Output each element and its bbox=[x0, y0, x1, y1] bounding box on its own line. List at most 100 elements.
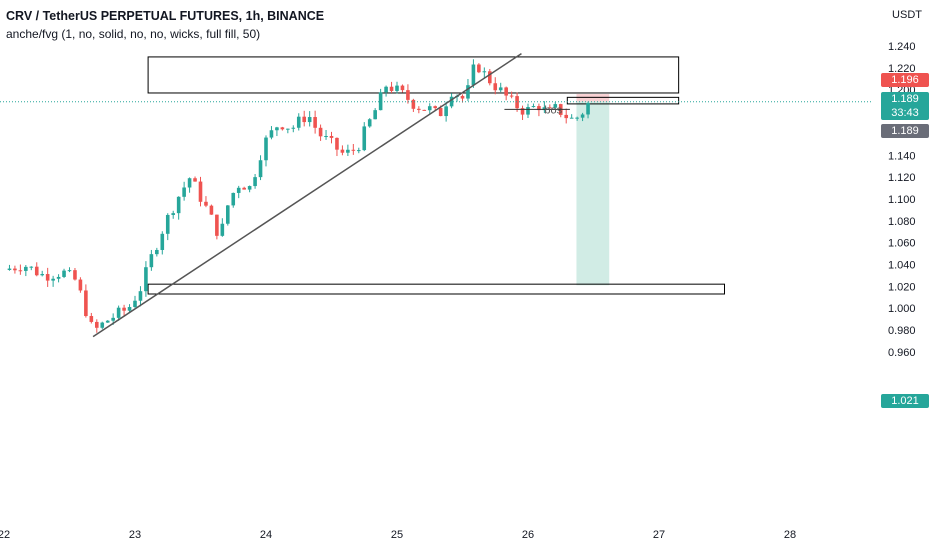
supply-zone-box bbox=[147, 56, 680, 94]
candle-up bbox=[127, 307, 132, 311]
candle-up bbox=[373, 110, 377, 120]
candle-up bbox=[498, 87, 503, 91]
overlay-layer bbox=[0, 53, 872, 338]
time-tick-label: 25 bbox=[391, 529, 403, 541]
candle-down bbox=[18, 270, 23, 272]
candle-down bbox=[13, 268, 17, 271]
time-axis[interactable]: 22 23 24 25 26 27 28 bbox=[0, 529, 796, 541]
price-tag-upper-level: 1.196 bbox=[881, 73, 929, 87]
indicator-legend[interactable]: anche/fvg (1, no, solid, no, no, wicks, … bbox=[6, 27, 261, 41]
candle-up bbox=[111, 317, 115, 321]
candle-up bbox=[253, 177, 257, 187]
candle-up bbox=[149, 254, 154, 268]
candle-up bbox=[286, 128, 290, 130]
candle-down bbox=[389, 86, 394, 91]
candle-up bbox=[116, 307, 121, 318]
candle-up bbox=[155, 249, 159, 255]
candle-down bbox=[406, 90, 410, 100]
candle-up bbox=[144, 267, 148, 292]
candle-down bbox=[318, 127, 323, 137]
candle-down bbox=[242, 187, 246, 190]
chart-title: CRV / TetherUS PERPETUAL FUTURES, 1h, BI… bbox=[6, 9, 325, 23]
candle-down bbox=[198, 181, 203, 202]
candle-down bbox=[34, 266, 39, 276]
candle-up bbox=[362, 126, 367, 151]
candle-up bbox=[553, 104, 558, 108]
candle-up bbox=[291, 127, 296, 129]
candle-up bbox=[449, 96, 454, 107]
candle-up bbox=[324, 136, 328, 138]
candle-down bbox=[351, 149, 356, 151]
candle-up bbox=[531, 106, 536, 108]
candle-up bbox=[7, 268, 12, 270]
candle-down bbox=[84, 290, 88, 317]
candle-down bbox=[193, 178, 197, 182]
candle-up bbox=[62, 270, 66, 277]
candle-up bbox=[275, 127, 279, 131]
candle-up bbox=[542, 107, 547, 111]
candle-down bbox=[73, 270, 77, 280]
candle-up bbox=[384, 86, 388, 93]
candle-up bbox=[526, 107, 530, 115]
candle-up bbox=[296, 116, 301, 128]
price-tick-label: 1.240 bbox=[888, 41, 916, 53]
price-tick-label: 1.120 bbox=[888, 172, 916, 184]
candle-up bbox=[236, 187, 241, 193]
candle-down bbox=[433, 106, 438, 109]
price-axis[interactable]: 1.2401.2201.2001.1801.1601.1401.1201.100… bbox=[888, 41, 916, 359]
candle-countdown: 33:43 bbox=[891, 107, 919, 119]
time-tick-label: 23 bbox=[129, 529, 141, 541]
candle-up bbox=[176, 196, 181, 214]
candle-down bbox=[493, 83, 498, 91]
candle-up bbox=[269, 130, 274, 138]
candle-up bbox=[264, 137, 268, 161]
candle-down bbox=[487, 71, 492, 84]
candle-down bbox=[94, 321, 99, 328]
time-tick-label: 22 bbox=[0, 529, 10, 541]
candle-up bbox=[346, 149, 350, 153]
candle-down bbox=[280, 127, 285, 130]
price-tag-last-price: 1.189 33:43 bbox=[881, 92, 929, 120]
candle-down bbox=[422, 109, 427, 111]
candle-down bbox=[329, 136, 334, 138]
candle-up bbox=[220, 223, 225, 236]
last-price-value: 1.189 bbox=[891, 93, 919, 105]
price-tick-label: 1.220 bbox=[888, 63, 916, 75]
candle-up bbox=[105, 320, 110, 323]
candle-up bbox=[575, 117, 579, 119]
price-tag-target: 1.021 bbox=[881, 394, 929, 408]
candle-up bbox=[466, 85, 470, 99]
candle-up bbox=[378, 92, 383, 111]
candle-up bbox=[67, 270, 72, 272]
candle-up bbox=[427, 106, 432, 111]
candle-down bbox=[515, 96, 519, 109]
time-tick-label: 28 bbox=[784, 529, 796, 541]
time-tick-label: 24 bbox=[260, 529, 272, 541]
candle-down bbox=[417, 108, 421, 110]
candle-up bbox=[182, 187, 186, 197]
candle-up bbox=[138, 291, 143, 301]
price-tick-label: 1.140 bbox=[888, 150, 916, 162]
candle-up bbox=[133, 300, 137, 308]
price-tick-label: 1.100 bbox=[888, 194, 916, 206]
candle-up bbox=[580, 114, 585, 118]
candle-down bbox=[537, 106, 541, 111]
price-tick-label: 0.960 bbox=[888, 347, 916, 359]
trendline bbox=[92, 53, 522, 338]
candle-down bbox=[411, 99, 416, 109]
candle-down bbox=[89, 316, 94, 322]
candle-down bbox=[204, 201, 208, 206]
price-tick-label: 1.040 bbox=[888, 260, 916, 272]
candle-up bbox=[395, 85, 399, 91]
stop-loss-zone bbox=[576, 94, 610, 102]
candle-up bbox=[187, 178, 192, 188]
candle-down bbox=[122, 307, 126, 311]
candle-down bbox=[564, 114, 569, 119]
candle-down bbox=[548, 107, 552, 109]
price-tick-label: 1.020 bbox=[888, 281, 916, 293]
price-tick-label: 1.080 bbox=[888, 216, 916, 228]
candle-down bbox=[477, 64, 481, 73]
candle-up bbox=[444, 106, 448, 117]
candle-up bbox=[247, 186, 252, 190]
